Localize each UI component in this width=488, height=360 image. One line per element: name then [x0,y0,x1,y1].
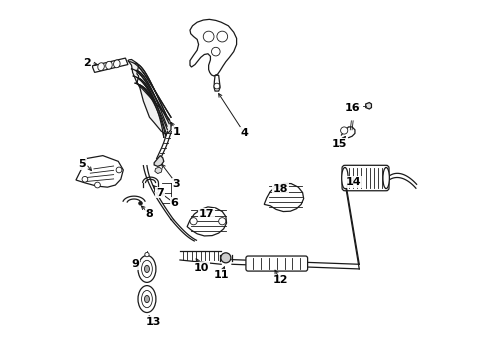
Circle shape [214,83,219,89]
Polygon shape [155,167,162,174]
Circle shape [139,202,142,205]
Circle shape [203,31,214,42]
Circle shape [217,31,227,42]
Polygon shape [214,75,220,91]
Ellipse shape [105,61,112,69]
Ellipse shape [341,167,347,189]
FancyBboxPatch shape [245,256,307,271]
Polygon shape [187,207,226,236]
Text: 7: 7 [156,188,164,198]
Text: 11: 11 [213,270,228,280]
FancyBboxPatch shape [341,165,388,191]
Ellipse shape [382,167,388,189]
Polygon shape [92,58,128,72]
Text: 17: 17 [199,209,214,219]
Polygon shape [264,184,303,212]
Polygon shape [365,103,371,109]
Circle shape [221,253,230,263]
Circle shape [82,176,88,182]
Text: 3: 3 [172,179,180,189]
Text: 4: 4 [240,129,248,138]
Text: 5: 5 [79,159,86,169]
Circle shape [144,252,149,257]
Text: 1: 1 [172,127,180,136]
Text: 8: 8 [145,209,153,219]
Circle shape [154,189,159,193]
Circle shape [116,167,122,173]
Text: 18: 18 [272,184,287,194]
Ellipse shape [138,256,156,282]
Text: 15: 15 [331,139,346,149]
Text: 16: 16 [344,103,359,113]
Ellipse shape [113,60,120,68]
Circle shape [190,218,197,225]
Text: 14: 14 [346,177,361,187]
Ellipse shape [98,63,104,71]
Text: 12: 12 [272,275,287,285]
Ellipse shape [142,260,152,278]
Ellipse shape [142,291,152,308]
Text: 9: 9 [131,259,139,269]
Text: 2: 2 [83,58,91,68]
Ellipse shape [144,296,149,303]
Text: 10: 10 [193,263,209,273]
Text: 13: 13 [145,317,161,327]
Polygon shape [154,156,163,166]
Ellipse shape [144,265,149,273]
Ellipse shape [138,285,156,312]
Polygon shape [76,156,123,187]
Polygon shape [190,19,236,76]
Circle shape [218,218,225,225]
Circle shape [94,182,100,188]
Text: 6: 6 [170,198,178,208]
Polygon shape [128,59,171,134]
Circle shape [211,47,220,56]
Circle shape [340,127,347,134]
